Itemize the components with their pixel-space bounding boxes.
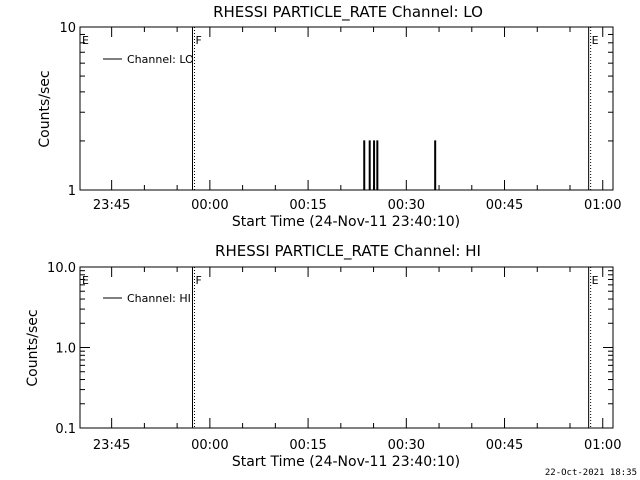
chart-title: RHESSI PARTICLE_RATE Channel: LO bbox=[213, 3, 483, 22]
data-point-spike bbox=[434, 140, 437, 190]
x-tick-label: 00:45 bbox=[486, 198, 523, 213]
legend: Channel: LO bbox=[103, 53, 194, 66]
y-ticks: 10 1 bbox=[59, 21, 613, 199]
x-tick-label: 00:15 bbox=[289, 438, 326, 453]
x-tick-label: 00:30 bbox=[388, 438, 425, 453]
marker-label: E bbox=[82, 274, 89, 287]
marker-label: E bbox=[82, 34, 89, 47]
marker-label: E bbox=[592, 34, 599, 47]
x-axis-label: Start Time (24-Nov-11 23:40:10) bbox=[232, 214, 460, 230]
x-tick-label: 00:00 bbox=[191, 438, 228, 453]
y-tick-label: 0.1 bbox=[55, 422, 76, 437]
legend: Channel: HI bbox=[103, 292, 191, 305]
x-tick-label: 00:30 bbox=[388, 198, 425, 213]
data-point-spike bbox=[368, 140, 371, 190]
x-tick-label: 23:45 bbox=[93, 438, 130, 453]
x-tick-label: 01:00 bbox=[584, 438, 621, 453]
timestamp: 22-Oct-2021 18:35 bbox=[545, 468, 637, 478]
x-axis-label: Start Time (24-Nov-11 23:40:10) bbox=[232, 454, 460, 470]
marker-label: E bbox=[592, 274, 599, 287]
x-tick-label: 00:15 bbox=[289, 198, 326, 213]
data-point-spike bbox=[376, 140, 379, 190]
x-tick-label: 00:45 bbox=[486, 438, 523, 453]
y-axis-label: Counts/sec bbox=[37, 70, 53, 147]
x-tick-label: 23:45 bbox=[93, 198, 130, 213]
legend-entry: Channel: HI bbox=[127, 292, 191, 305]
data-point-spike bbox=[373, 140, 376, 190]
data-point-spike bbox=[363, 140, 366, 190]
y-axis-label: Counts/sec bbox=[25, 309, 41, 386]
plot-frame bbox=[79, 26, 614, 191]
panel-hi: RHESSI PARTICLE_RATE Channel: HI Counts/… bbox=[25, 242, 621, 470]
y-tick-label: 1.0 bbox=[55, 342, 76, 357]
y-tick-label: 1 bbox=[68, 184, 76, 199]
y-tick-label: 10.0 bbox=[47, 261, 76, 276]
marker-label: F bbox=[195, 274, 201, 287]
panel-lo: RHESSI PARTICLE_RATE Channel: LO Counts/… bbox=[37, 3, 621, 230]
y-ticks: 10.0 1.0 0.1 bbox=[47, 261, 613, 437]
y-tick-label: 10 bbox=[59, 21, 76, 36]
marker-label: F bbox=[195, 34, 201, 47]
x-tick-label: 01:00 bbox=[584, 198, 621, 213]
chart-title: RHESSI PARTICLE_RATE Channel: HI bbox=[215, 242, 481, 261]
data-series bbox=[363, 140, 437, 190]
x-tick-label: 00:00 bbox=[191, 198, 228, 213]
legend-entry: Channel: LO bbox=[127, 53, 194, 66]
